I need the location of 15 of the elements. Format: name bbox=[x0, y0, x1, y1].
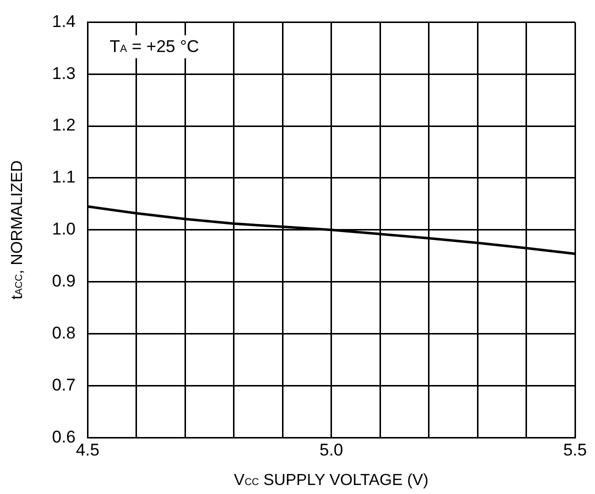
y-tick-label: 1.1 bbox=[52, 168, 76, 187]
annotation: TA = +25 °C bbox=[110, 37, 200, 56]
y-tick-label: 0.9 bbox=[52, 272, 76, 291]
y-tick-label: 0.6 bbox=[52, 427, 76, 446]
x-tick-label: 4.5 bbox=[76, 440, 100, 460]
x-axis-title: VCC SUPPLY VOLTAGE (V) bbox=[234, 472, 428, 489]
y-tick-label: 1.2 bbox=[52, 116, 76, 135]
y-tick-label: 1.0 bbox=[52, 220, 76, 239]
y-tick-label: 0.8 bbox=[52, 323, 76, 342]
y-tick-label: 1.4 bbox=[52, 12, 76, 31]
y-tick-label: 0.7 bbox=[52, 375, 76, 394]
x-tick-label: 5.0 bbox=[319, 440, 344, 460]
y-tick-label: 1.3 bbox=[52, 64, 76, 83]
y-axis-title: tACC, NORMALIZED bbox=[9, 160, 26, 300]
x-tick-label: 5.5 bbox=[563, 440, 587, 460]
